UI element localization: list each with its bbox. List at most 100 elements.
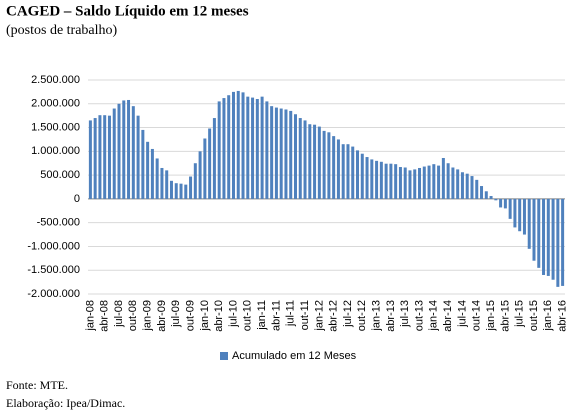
bar <box>122 100 126 199</box>
bar <box>155 158 159 199</box>
bar <box>403 167 407 199</box>
x-tick-label: jan-08 <box>84 300 96 332</box>
bar <box>351 146 355 199</box>
x-tick-label: out-08 <box>127 300 139 331</box>
bar <box>227 95 231 199</box>
y-tick-label: 2.000.000 <box>31 98 80 110</box>
x-tick-label: abr-16 <box>557 300 569 332</box>
bar <box>203 138 207 199</box>
bar <box>556 198 560 287</box>
bar <box>317 126 321 199</box>
y-tick-label: 1.500.000 <box>31 121 80 133</box>
bar <box>437 165 441 199</box>
bar <box>260 96 264 199</box>
x-tick-label: jan-11 <box>256 300 268 331</box>
x-tick-label: abr-10 <box>213 300 225 332</box>
x-tick-label: jul-10 <box>227 300 239 328</box>
bar <box>93 118 97 199</box>
x-tick-label: abr-09 <box>156 300 168 332</box>
x-tick-label: jul-14 <box>456 300 468 328</box>
bar <box>413 169 417 199</box>
x-tick-label: out-10 <box>242 300 254 331</box>
bar <box>470 176 474 199</box>
bar <box>546 198 550 276</box>
bar <box>98 115 102 199</box>
bar <box>279 108 283 199</box>
bar <box>103 115 107 199</box>
bar <box>169 180 173 199</box>
bar <box>189 176 193 199</box>
bar <box>146 141 150 199</box>
chart-subtitle: (postos de trabalho) <box>6 23 118 38</box>
bar <box>441 157 445 199</box>
bar <box>217 101 221 199</box>
bar <box>418 167 422 199</box>
bar <box>322 130 326 199</box>
bar <box>346 144 350 199</box>
bar <box>398 167 402 199</box>
x-tick-label: abr-12 <box>328 300 340 332</box>
bar <box>389 163 393 199</box>
x-tick-label: jul-15 <box>514 300 526 328</box>
bar <box>241 92 245 199</box>
bar <box>251 97 255 199</box>
bar <box>551 198 555 280</box>
bar <box>408 170 412 199</box>
bar <box>313 124 317 199</box>
bar <box>422 166 426 199</box>
bar <box>231 91 235 199</box>
bar <box>518 198 522 232</box>
bar <box>375 160 379 199</box>
x-tick-label: abr-15 <box>499 300 511 332</box>
x-tick-label: out-15 <box>528 300 540 331</box>
legend-label: Acumulado em 12 Meses <box>232 350 357 362</box>
bar <box>356 150 360 199</box>
bar <box>270 106 274 199</box>
x-tick-label: jan-15 <box>485 300 497 332</box>
bar <box>222 98 226 199</box>
bar <box>165 170 169 199</box>
bar <box>561 198 565 286</box>
bar <box>532 198 536 261</box>
bar <box>236 90 240 199</box>
x-tick-label: out-13 <box>413 300 425 331</box>
bar <box>246 96 250 199</box>
bar <box>150 148 154 199</box>
bar <box>527 198 531 249</box>
bar <box>465 173 469 199</box>
y-tick-label: 1.000.000 <box>31 145 80 157</box>
x-tick-label: jul-13 <box>399 300 411 328</box>
bar <box>456 169 460 199</box>
bar <box>179 183 183 199</box>
legend-swatch <box>220 352 228 360</box>
bar <box>360 153 364 199</box>
bar <box>198 151 202 199</box>
bar <box>394 164 398 199</box>
bar <box>274 107 278 199</box>
bar <box>174 183 178 199</box>
x-tick-label: out-09 <box>184 300 196 331</box>
y-tick-label: 0 <box>74 193 80 205</box>
bar <box>542 198 546 275</box>
bar <box>370 159 374 199</box>
x-tick-label: abr-08 <box>99 300 111 332</box>
bar <box>537 198 541 268</box>
bar <box>136 115 140 199</box>
bar <box>303 120 307 199</box>
x-tick-label: abr-11 <box>270 300 282 331</box>
x-tick-label: jul-11 <box>285 300 297 327</box>
x-tick-label: out-12 <box>356 300 368 331</box>
bar <box>484 191 488 199</box>
bar <box>193 163 197 199</box>
bar <box>284 109 288 199</box>
x-tick-label: out-14 <box>471 300 483 331</box>
x-tick-label: jul-09 <box>170 300 182 328</box>
bar <box>489 196 493 199</box>
y-tick-label: -500.000 <box>37 217 80 229</box>
x-tick-label: abr-13 <box>385 300 397 332</box>
bar <box>208 128 212 199</box>
bar <box>499 198 503 208</box>
y-tick-label: 500.000 <box>40 169 80 181</box>
x-tick-label: abr-14 <box>442 300 454 332</box>
